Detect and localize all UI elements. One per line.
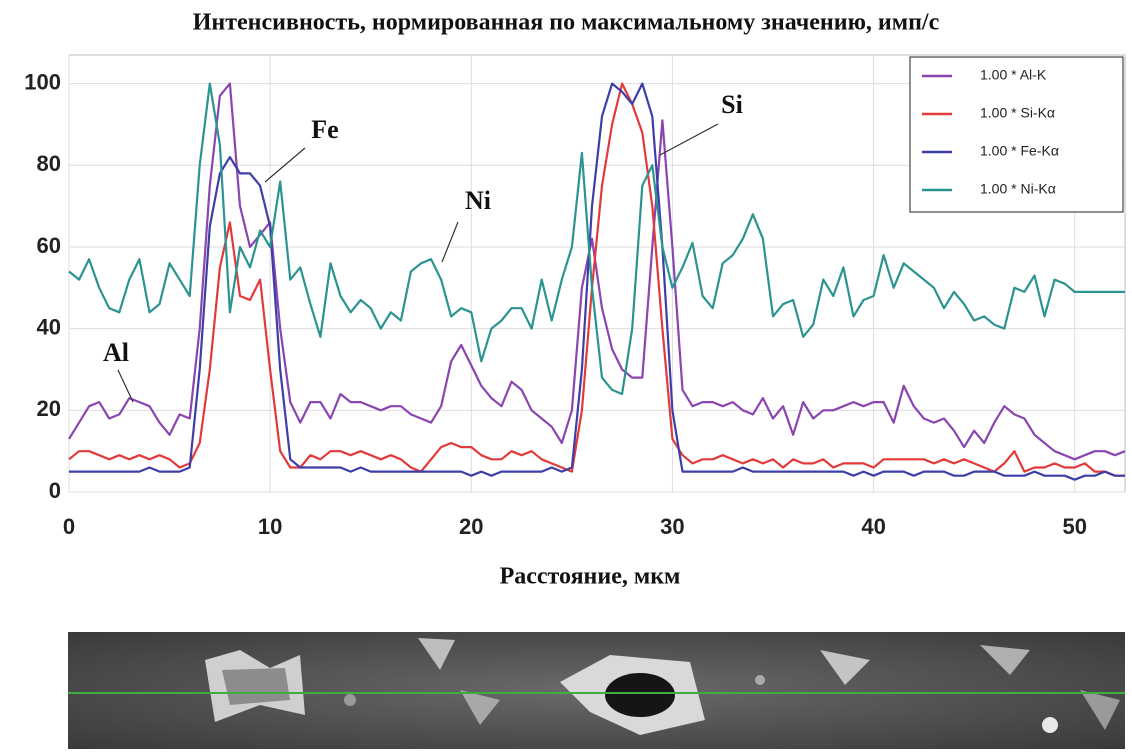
y-tick-label: 60 [37,233,61,258]
y-tick-label: 0 [49,478,61,503]
legend-label: 1.00 * Ni-Kα [980,181,1056,197]
chart-title: Интенсивность, нормированная по максимал… [193,10,940,36]
sem-image [68,632,1125,749]
x-tick-label: 0 [63,514,75,539]
y-tick-label: 40 [37,314,61,339]
y-tick-label: 80 [37,151,61,176]
x-tick-label: 50 [1062,514,1086,539]
y-tick-label: 100 [24,69,61,94]
y-tick-label: 20 [37,396,61,421]
annotation: Al [103,338,129,367]
annotation: Ni [465,186,491,215]
x-axis-label: Расстояние, мкм [500,564,681,590]
legend-label: 1.00 * Al-K [980,67,1047,83]
legend: 1.00 * Al-K 1.00 * Si-Kα 1.00 * Fe-Kα 1.00 … [910,57,1123,212]
annotation: Fe [311,115,338,144]
x-tick-label: 40 [861,514,885,539]
x-tick-label: 30 [660,514,684,539]
legend-label: 1.00 * Fe-Kα [980,143,1059,159]
x-tick-label: 10 [258,514,282,539]
legend-label: 1.00 * Si-Kα [980,105,1055,121]
chart: Интенсивность, нормированная по максимал… [0,0,1132,749]
annotation: Si [721,90,743,119]
x-tick-label: 20 [459,514,483,539]
